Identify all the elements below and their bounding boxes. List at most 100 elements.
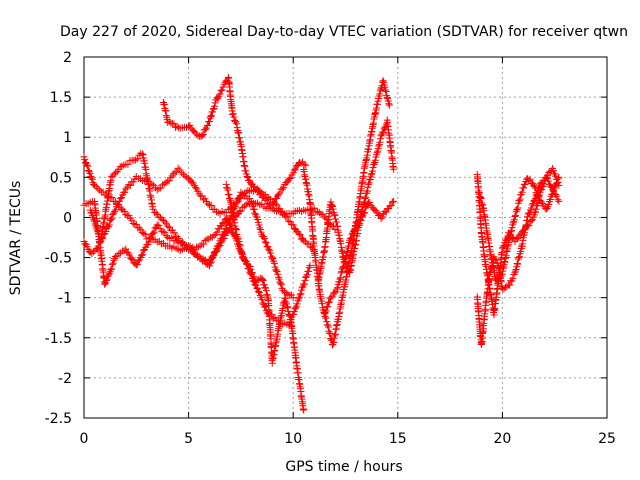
data-point (270, 198, 278, 206)
data-point (493, 276, 501, 284)
data-point (258, 296, 266, 304)
data-point (206, 118, 214, 126)
data-point (248, 269, 256, 277)
data-point (377, 85, 385, 93)
data-point (343, 263, 351, 271)
data-point (267, 249, 275, 257)
data-point (153, 221, 161, 229)
data-point (278, 185, 286, 193)
data-series (222, 180, 308, 414)
data-point (528, 201, 536, 209)
data-point (129, 256, 137, 264)
data-point (223, 184, 231, 192)
data-point (532, 205, 540, 213)
data-point (150, 228, 158, 236)
data-point (343, 247, 351, 255)
data-point (302, 272, 310, 280)
data-point (526, 175, 534, 183)
data-point (318, 300, 326, 308)
data-point (209, 105, 217, 113)
data-point (350, 226, 358, 234)
data-point (511, 212, 519, 220)
data-point (287, 315, 295, 323)
data-point (132, 156, 140, 164)
data-point (357, 217, 365, 225)
data-point (124, 160, 132, 168)
data-point (161, 229, 169, 237)
data-point (333, 285, 341, 293)
data-point (122, 211, 130, 219)
data-point (306, 262, 314, 270)
y-tick-labels: -2.5 -2 -1.5 -1 -0.5 0 0.5 1 1.5 2 (45, 50, 72, 427)
data-point (86, 169, 94, 177)
axis-ticks (83, 56, 608, 419)
data-point (376, 87, 384, 95)
data-point (89, 248, 97, 256)
data-point (376, 138, 384, 146)
data-point (286, 175, 294, 183)
data-point (255, 287, 263, 295)
data-point (208, 254, 216, 262)
y-tick-label: -1.5 (45, 331, 72, 347)
data-point (232, 118, 240, 126)
data-point (96, 235, 104, 243)
data-point (224, 186, 232, 194)
data-point (324, 323, 332, 331)
data-series (86, 149, 314, 329)
data-point (263, 291, 271, 299)
data-point (135, 224, 143, 232)
data-point (285, 217, 293, 225)
x-tick-label: 0 (80, 431, 89, 447)
data-point (88, 175, 96, 183)
data-point (238, 251, 246, 259)
data-point (178, 169, 186, 177)
data-point (332, 288, 340, 296)
data-point (296, 231, 304, 239)
data-point (162, 232, 170, 240)
data-point (158, 215, 166, 223)
data-point (553, 180, 561, 188)
data-point (194, 243, 202, 251)
data-point (516, 197, 524, 205)
data-point (122, 245, 130, 253)
x-tick-label: 15 (389, 431, 407, 447)
data-point (225, 218, 233, 226)
data-point (370, 160, 378, 168)
data-point (236, 207, 244, 215)
data-point (83, 161, 91, 169)
data-point (475, 189, 483, 197)
data-point (345, 242, 353, 250)
data-point (549, 190, 557, 198)
data-point (133, 260, 141, 268)
data-point (365, 179, 373, 187)
data-point (516, 195, 524, 203)
data-point (300, 160, 308, 168)
data-point (108, 215, 116, 223)
data-points (80, 73, 563, 414)
data-point (281, 294, 289, 302)
data-point (275, 273, 283, 281)
data-point (554, 196, 562, 204)
chart-title: Day 227 of 2020, Sidereal Day-to-day VTE… (60, 24, 628, 40)
data-point (546, 196, 554, 204)
data-point (122, 185, 130, 193)
x-tick-labels: 0 5 10 15 20 25 (80, 431, 616, 447)
data-point (261, 303, 269, 311)
data-point (554, 175, 562, 183)
data-point (275, 275, 283, 283)
data-point (145, 238, 153, 246)
data-point (90, 181, 98, 189)
data-point (520, 184, 528, 192)
data-point (117, 195, 125, 203)
data-point (81, 155, 89, 163)
data-point (106, 216, 114, 224)
data-point (360, 209, 368, 217)
data-point (107, 266, 115, 274)
data-point (379, 128, 387, 136)
data-point (249, 202, 257, 210)
data-point (295, 295, 303, 303)
data-point (215, 240, 223, 248)
data-point (530, 181, 538, 189)
data-point (269, 315, 277, 323)
data-point (289, 221, 297, 229)
